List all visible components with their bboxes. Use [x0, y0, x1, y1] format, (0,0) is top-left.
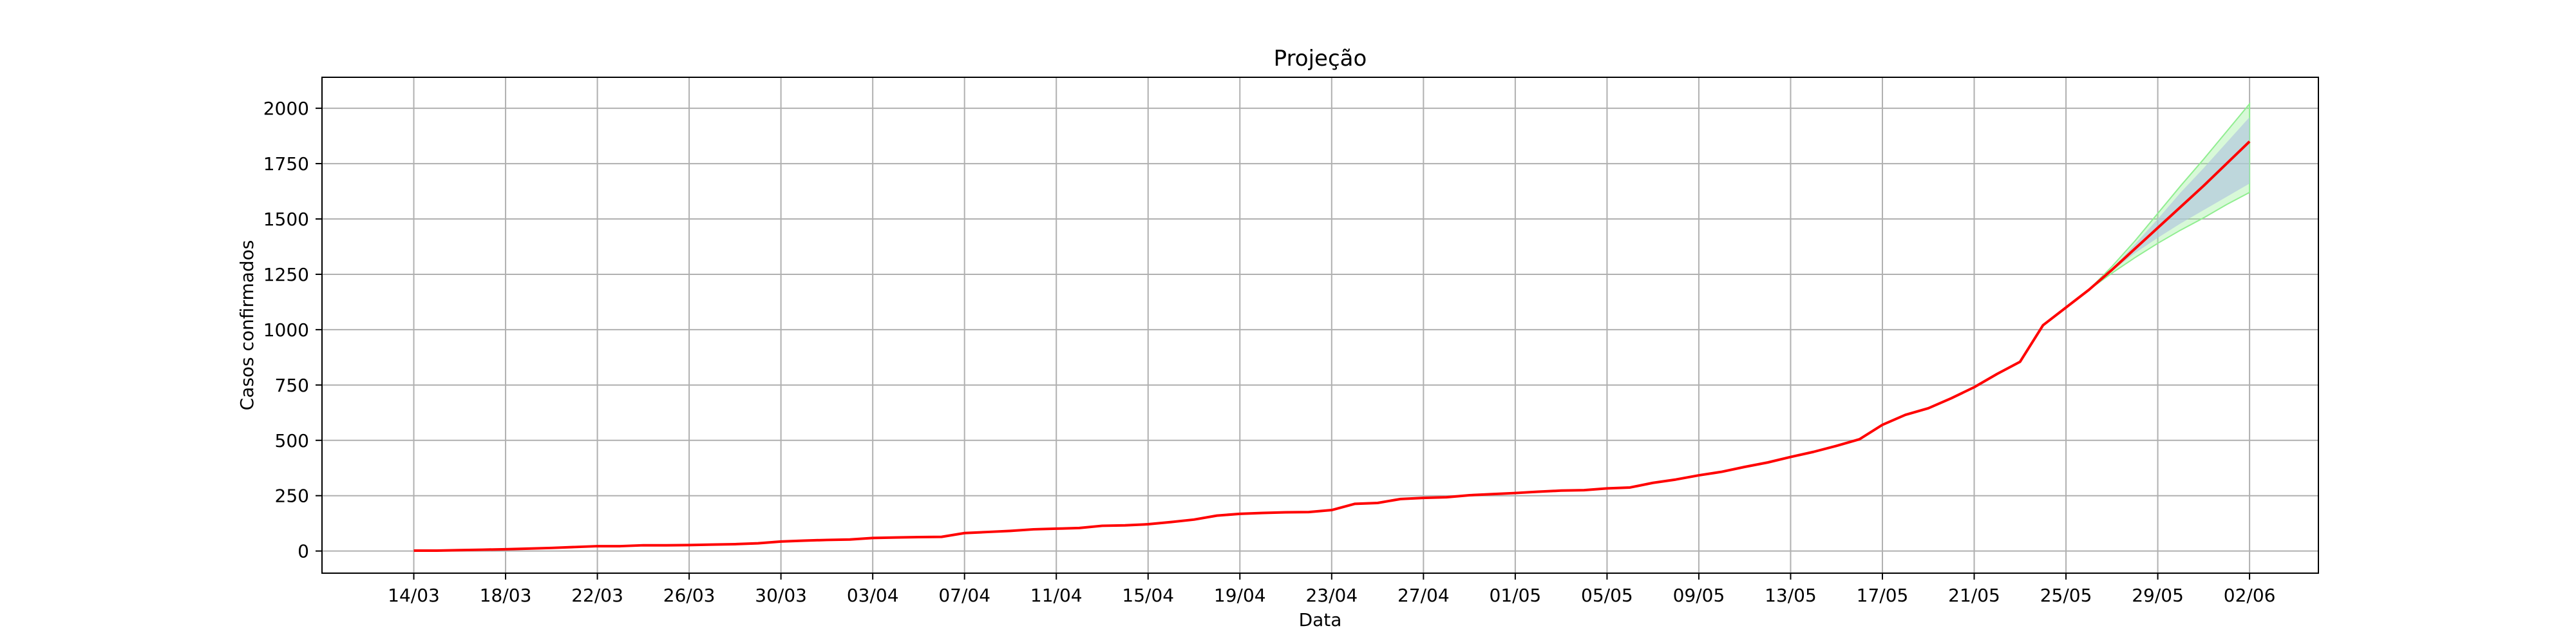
grid [322, 77, 2318, 573]
x-tick-label: 19/04 [1214, 585, 1266, 606]
y-tick-label: 250 [275, 486, 309, 507]
y-tick-label: 500 [275, 430, 309, 451]
x-tick-label: 14/03 [388, 585, 440, 606]
x-tick-label: 07/04 [938, 585, 990, 606]
y-tick-label: 2000 [263, 98, 309, 119]
y-tick-label: 1250 [263, 264, 309, 285]
y-tick-label: 0 [298, 541, 309, 562]
series-lines [413, 140, 2251, 552]
x-tick-label: 27/04 [1397, 585, 1450, 606]
x-tick-label: 26/03 [663, 585, 715, 606]
x-tick-label: 15/04 [1122, 585, 1174, 606]
y-tick-label: 750 [275, 375, 309, 396]
y-tick-label: 1500 [263, 209, 309, 230]
x-tick-label: 13/05 [1765, 585, 1817, 606]
x-tick-label: 23/04 [1305, 585, 1358, 606]
x-tick-label: 29/05 [2132, 585, 2184, 606]
confirmed-cases-line [413, 140, 2251, 552]
x-tick-label: 17/05 [1857, 585, 1909, 606]
x-tick-label: 22/03 [571, 585, 623, 606]
y-axis-ticks: 0 250 500 750 1000 1250 1500 1750 2000 [263, 98, 322, 562]
y-tick-label: 1750 [263, 153, 309, 175]
chart-title: Projeção [1274, 46, 1367, 71]
x-tick-label: 11/04 [1030, 585, 1083, 606]
x-tick-label: 03/04 [847, 585, 899, 606]
x-tick-label: 21/05 [1948, 585, 2000, 606]
plot-frame [321, 77, 2319, 574]
y-tick-label: 1000 [263, 319, 309, 341]
x-tick-label: 25/05 [2040, 585, 2092, 606]
x-tick-label: 09/05 [1673, 585, 1725, 606]
x-tick-label: 01/05 [1490, 585, 1542, 606]
x-tick-label: 18/03 [480, 585, 532, 606]
x-axis-title: Data [1299, 609, 1342, 630]
x-tick-label: 05/05 [1581, 585, 1633, 606]
prediction-bands [2088, 102, 2251, 290]
x-tick-label: 30/03 [755, 585, 807, 606]
x-axis-ticks: 14/03 18/03 22/03 26/03 30/03 03/04 07/04 11/04… [388, 573, 2275, 606]
y-axis-title: Casos confirmados [236, 240, 258, 411]
x-tick-label: 02/06 [2224, 585, 2276, 606]
